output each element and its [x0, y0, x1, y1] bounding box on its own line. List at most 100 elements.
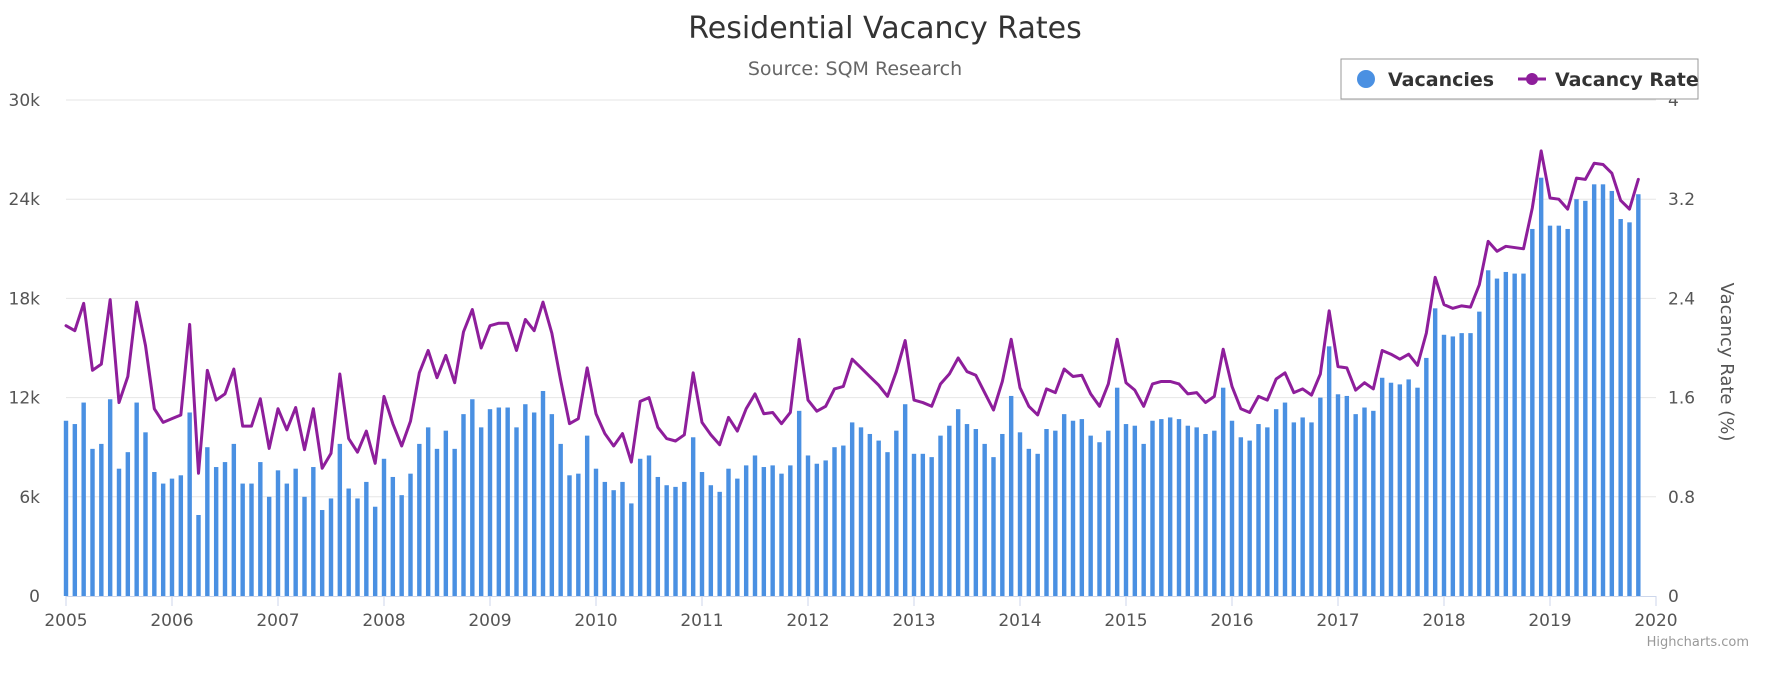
vacancies-bar[interactable] [823, 460, 828, 596]
vacancies-bar[interactable] [1061, 414, 1067, 596]
vacancies-bar[interactable] [1636, 194, 1641, 597]
vacancies-bar[interactable] [1397, 384, 1403, 596]
vacancies-bar[interactable] [213, 467, 219, 596]
vacancy-rate-line[interactable] [64, 149, 1640, 475]
vacancies-bar[interactable] [1371, 410, 1376, 596]
vacancies-bar[interactable] [1432, 308, 1438, 596]
vacancies-bar[interactable] [717, 491, 722, 596]
vacancies-bar[interactable] [417, 443, 422, 596]
vacancies-bar[interactable] [160, 483, 166, 596]
vacancies-bar[interactable] [1627, 222, 1632, 596]
vacancies-bar[interactable] [1229, 420, 1235, 596]
vacancies-bar[interactable] [1256, 424, 1261, 596]
vacancies-bar[interactable] [1053, 430, 1058, 596]
vacancies-bar[interactable] [708, 485, 714, 596]
vacancies-bar[interactable] [567, 475, 572, 596]
vacancies-bar[interactable] [1459, 333, 1464, 596]
vacancies-bar[interactable] [1485, 270, 1491, 596]
vacancies-bar[interactable] [664, 485, 669, 596]
vacancies-bar[interactable] [929, 457, 934, 596]
vacancies-bar[interactable] [1362, 407, 1367, 596]
vacancies-bar[interactable] [1238, 437, 1244, 596]
vacancies-bar[interactable] [796, 410, 802, 596]
vacancies-bar[interactable] [1017, 432, 1023, 596]
vacancies-bar[interactable] [1167, 417, 1173, 596]
vacancies-bar[interactable] [134, 402, 139, 596]
vacancies-bar[interactable] [523, 404, 528, 596]
vacancies-bar[interactable] [1212, 430, 1217, 596]
vacancies-bar[interactable] [788, 465, 793, 596]
vacancies-bar[interactable] [390, 476, 396, 596]
vacancies-bar[interactable] [72, 424, 78, 596]
vacancies-bar[interactable] [346, 488, 351, 596]
vacancies-bar[interactable] [337, 443, 343, 596]
vacancies-bar[interactable] [452, 448, 457, 596]
vacancies-bar[interactable] [637, 458, 643, 596]
vacancies-bar[interactable] [1194, 427, 1199, 596]
vacancies-bar[interactable] [1141, 443, 1146, 596]
vacancies-bar[interactable] [549, 414, 555, 596]
vacancies-bar[interactable] [1530, 228, 1535, 596]
vacancies-bar[interactable] [364, 481, 369, 596]
vacancies-bar[interactable] [1600, 184, 1606, 596]
vacancies-bar[interactable] [496, 407, 502, 596]
vacancies-bar[interactable] [955, 409, 961, 596]
vacancies-bar[interactable] [302, 496, 307, 596]
vacancies-bar[interactable] [991, 457, 996, 596]
vacancies-bar[interactable] [461, 414, 466, 596]
legend-item-vacancies[interactable]: Vacancies [1357, 69, 1494, 91]
vacancies-bar[interactable] [885, 452, 890, 596]
vacancies-bar[interactable] [1176, 419, 1182, 596]
vacancies-bar[interactable] [964, 424, 970, 596]
vacancies-bar[interactable] [947, 425, 952, 596]
vacancies-bar[interactable] [1026, 448, 1032, 596]
vacancies-bar[interactable] [90, 448, 95, 596]
vacancies-bar[interactable] [1609, 190, 1615, 596]
vacancies-bar[interactable] [1556, 225, 1562, 597]
vacancies-bar[interactable] [81, 402, 86, 596]
vacancies-bar[interactable] [593, 468, 599, 596]
vacancies-bar[interactable] [487, 409, 493, 596]
vacancies-bar[interactable] [319, 510, 325, 596]
vacancies-bar[interactable] [982, 443, 987, 596]
vacancies-bar[interactable] [240, 483, 245, 596]
vacancies-bar[interactable] [1468, 333, 1473, 596]
vacancies-bar[interactable] [682, 481, 687, 596]
vacancies-bar[interactable] [1247, 440, 1252, 596]
vacancies-bar[interactable] [761, 467, 767, 596]
vacancies-bar[interactable] [1185, 425, 1191, 596]
vacancies-bar[interactable] [169, 478, 175, 596]
vacancies-bar[interactable] [1477, 311, 1482, 596]
vacancies-bar[interactable] [1044, 429, 1049, 596]
vacancies-bar[interactable] [116, 468, 122, 596]
vacancies-bar[interactable] [629, 503, 634, 596]
vacancies-bar[interactable] [1220, 387, 1226, 596]
vacancies-bar[interactable] [673, 486, 678, 596]
vacancies-bar[interactable] [1309, 422, 1314, 596]
vacancies-bar[interactable] [531, 412, 537, 596]
vacancies-bar[interactable] [99, 443, 104, 596]
vacancies-bar[interactable] [381, 458, 387, 596]
vacancies-bar[interactable] [1538, 177, 1544, 596]
vacancies-bar[interactable] [752, 455, 758, 596]
vacancies-bar[interactable] [249, 483, 254, 596]
vacancies-bar[interactable] [514, 427, 519, 596]
vacancies-bar[interactable] [231, 443, 237, 596]
vacancies-bar[interactable] [1273, 409, 1279, 596]
vacancies-bar[interactable] [222, 462, 228, 596]
chart-credits[interactable]: Highcharts.com [1647, 635, 1749, 650]
vacancies-bar[interactable] [832, 447, 837, 596]
vacancies-bar[interactable] [876, 440, 881, 596]
vacancies-bar[interactable] [1318, 397, 1323, 596]
vacancies-bar[interactable] [1300, 417, 1305, 596]
vacancies-bar[interactable] [355, 498, 360, 596]
vacancies-bar[interactable] [620, 481, 625, 596]
vacancies-bar[interactable] [911, 453, 917, 596]
vacancies-bar[interactable] [143, 432, 148, 596]
vacancies-bar[interactable] [584, 435, 590, 596]
vacancies-bar[interactable] [814, 463, 820, 596]
vacancies-bar[interactable] [275, 470, 281, 596]
vacancies-bar[interactable] [1591, 184, 1597, 596]
vacancies-bar[interactable] [1159, 419, 1164, 596]
vacancies-bar[interactable] [1079, 419, 1085, 596]
